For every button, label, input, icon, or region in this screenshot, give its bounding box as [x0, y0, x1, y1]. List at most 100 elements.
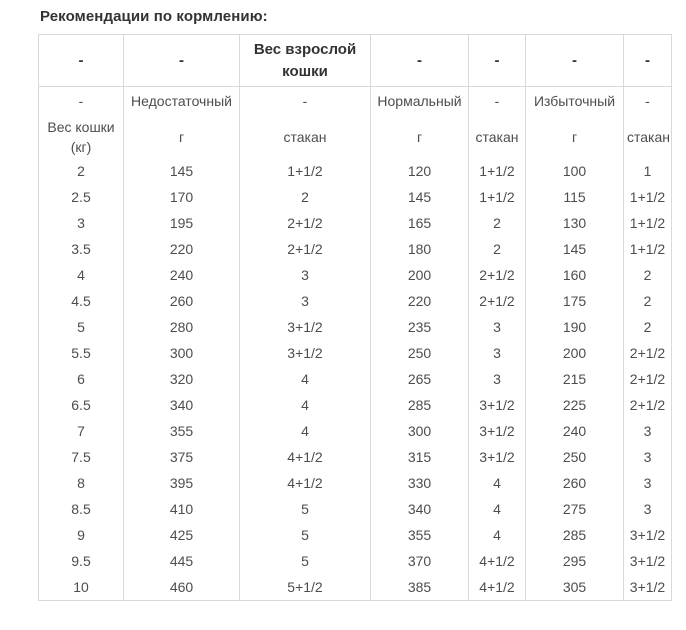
table-cell: 145 — [525, 236, 624, 263]
header-cell: - — [123, 34, 240, 87]
table-cell: 3 — [239, 288, 371, 315]
table-cell: 2 — [38, 158, 124, 185]
table-cell: 330 — [370, 470, 469, 497]
page-title: Рекомендации по кормлению: — [40, 8, 268, 25]
table-cell: 120 — [370, 158, 469, 185]
table-row: 5.5 300 3+1/2 250 3 200 2+1/2 — [38, 340, 672, 367]
table-cell: 2+1/2 — [623, 366, 672, 393]
table-cell: 115 — [525, 184, 624, 211]
table-cell: 2+1/2 — [239, 210, 371, 237]
table-cell: 275 — [525, 496, 624, 523]
table-cell: 175 — [525, 288, 624, 315]
table-cell: 2 — [623, 262, 672, 289]
table-cell: 160 — [525, 262, 624, 289]
table-cell: 295 — [525, 548, 624, 575]
header-cell: - — [38, 86, 124, 116]
table-cell: 3+1/2 — [468, 392, 526, 419]
table-row: 7.5 375 4+1/2 315 3+1/2 250 3 — [38, 444, 672, 471]
header-row-weight-categories: - Недостаточный - Нормальный - Избыточны… — [38, 86, 672, 116]
table-cell: 1+1/2 — [623, 210, 672, 237]
table-header: - - Вес взрослой кошки - - - - - Недоста… — [38, 34, 672, 159]
table-cell: 8.5 — [38, 496, 124, 523]
table-cell: 3+1/2 — [468, 444, 526, 471]
header-cell: - — [468, 34, 526, 87]
table-cell: 340 — [123, 392, 240, 419]
table-cell: 240 — [525, 418, 624, 445]
table-cell: 3 — [623, 444, 672, 471]
table-cell: 2.5 — [38, 184, 124, 211]
table-cell: 170 — [123, 184, 240, 211]
table-cell: 4+1/2 — [468, 574, 526, 601]
table-cell: 2 — [468, 210, 526, 237]
table-cell: 145 — [370, 184, 469, 211]
header-row-units: Вес кошки (кг) г стакан г стакан г стака… — [38, 115, 672, 159]
table-cell: 1+1/2 — [239, 158, 371, 185]
table-cell: 2 — [623, 314, 672, 341]
header-cell-grams: г — [370, 115, 469, 159]
table-cell: 235 — [370, 314, 469, 341]
table-cell: 445 — [123, 548, 240, 575]
header-cell-cup: стакан — [623, 115, 672, 159]
table-cell: 375 — [123, 444, 240, 471]
header-cell: - — [38, 34, 124, 87]
table-cell: 315 — [370, 444, 469, 471]
table-cell: 395 — [123, 470, 240, 497]
table-cell: 3+1/2 — [623, 548, 672, 575]
header-row-adult-cat-weight: - - Вес взрослой кошки - - - - — [38, 34, 672, 87]
table-cell: 300 — [123, 340, 240, 367]
header-cell: - — [370, 34, 469, 87]
table-cell: 7 — [38, 418, 124, 445]
table-cell: 355 — [370, 522, 469, 549]
table-cell: 2+1/2 — [239, 236, 371, 263]
table-cell: 5 — [239, 496, 371, 523]
table-cell: 3 — [38, 210, 124, 237]
header-cell: - — [623, 34, 672, 87]
table-cell: 3 — [468, 340, 526, 367]
table-cell: 4 — [38, 262, 124, 289]
table-cell: 460 — [123, 574, 240, 601]
table-cell: 3+1/2 — [623, 522, 672, 549]
header-cell: - — [525, 34, 624, 87]
table-row: 6 320 4 265 3 215 2+1/2 — [38, 366, 672, 393]
header-cell: - — [468, 86, 526, 116]
header-cell-grams: г — [123, 115, 240, 159]
table-cell: 200 — [525, 340, 624, 367]
table-cell: 220 — [123, 236, 240, 263]
table-row: 5 280 3+1/2 235 3 190 2 — [38, 314, 672, 341]
table-row: 4.5 260 3 220 2+1/2 175 2 — [38, 288, 672, 315]
table-cell: 3+1/2 — [239, 314, 371, 341]
table-cell: 165 — [370, 210, 469, 237]
table-cell: 260 — [123, 288, 240, 315]
table-row: 9 425 5 355 4 285 3+1/2 — [38, 522, 672, 549]
table-cell: 2 — [239, 184, 371, 211]
table-row: 3 195 2+1/2 165 2 130 1+1/2 — [38, 210, 672, 237]
table-cell: 215 — [525, 366, 624, 393]
table-cell: 410 — [123, 496, 240, 523]
table-cell: 4 — [239, 392, 371, 419]
table-row: 6.5 340 4 285 3+1/2 225 2+1/2 — [38, 392, 672, 419]
table-cell: 1+1/2 — [468, 184, 526, 211]
table-cell: 1 — [623, 158, 672, 185]
table-row: 8.5 410 5 340 4 275 3 — [38, 496, 672, 523]
table-cell: 180 — [370, 236, 469, 263]
table-cell: 260 — [525, 470, 624, 497]
table-cell: 250 — [370, 340, 469, 367]
table-cell: 130 — [525, 210, 624, 237]
table-body: 2 145 1+1/2 120 1+1/2 100 1 2.5 170 2 145 1+1/2 115 1… — [38, 158, 672, 601]
table-cell: 2+1/2 — [623, 340, 672, 367]
table-cell: 265 — [370, 366, 469, 393]
table-cell: 285 — [370, 392, 469, 419]
header-cell-normal: Нормальный — [370, 86, 469, 116]
table-cell: 4.5 — [38, 288, 124, 315]
table-cell: 3+1/2 — [239, 340, 371, 367]
header-cell: - — [239, 86, 371, 116]
header-cell-insufficient: Недостаточный — [123, 86, 240, 116]
table-cell: 5 — [239, 548, 371, 575]
table-cell: 3.5 — [38, 236, 124, 263]
header-cell-cup: стакан — [468, 115, 526, 159]
table-cell: 285 — [525, 522, 624, 549]
table-cell: 4 — [468, 522, 526, 549]
table-cell: 3+1/2 — [468, 418, 526, 445]
table-cell: 6 — [38, 366, 124, 393]
